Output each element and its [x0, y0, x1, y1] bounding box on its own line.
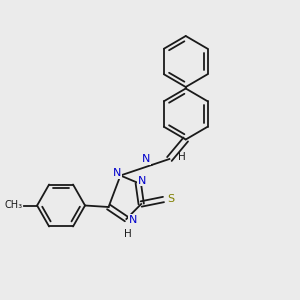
Text: H: H [124, 229, 132, 238]
Text: N: N [129, 215, 137, 225]
Text: H: H [178, 152, 185, 163]
Text: N: N [142, 154, 150, 164]
Text: S: S [167, 194, 174, 205]
Text: N: N [138, 176, 146, 186]
Text: CH₃: CH₃ [4, 200, 22, 211]
Text: N: N [113, 168, 121, 178]
